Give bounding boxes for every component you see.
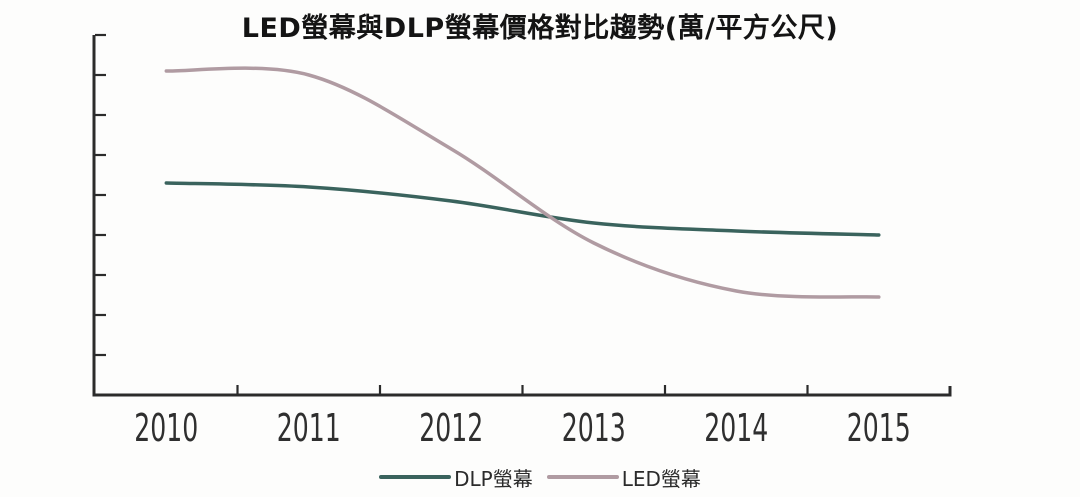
x-axis-label: 2013 — [562, 406, 626, 450]
x-axis-ticks — [236, 385, 809, 394]
legend: DLP螢幕 LED螢幕 — [0, 463, 1080, 491]
x-axis-label: 2015 — [847, 406, 911, 450]
chart-title: LED螢幕與DLP螢幕價格對比趨勢(萬/平方公尺) — [241, 13, 839, 44]
legend-line-swatch-dlp — [379, 475, 452, 479]
led-line — [164, 66, 881, 299]
x-axis-label: 2012 — [419, 406, 483, 450]
x-axis-label: 2014 — [704, 406, 768, 450]
legend-label-led: LED螢幕 — [621, 466, 701, 491]
axis-frame — [92, 35, 952, 397]
legend-item-dlp: DLP螢幕 — [379, 463, 533, 492]
y-axis-ticks — [95, 33, 106, 357]
x-axis-label: 2011 — [277, 406, 341, 450]
legend-line-swatch-led — [546, 475, 619, 479]
legend-item-led: LED螢幕 — [546, 463, 701, 492]
dlp-line — [164, 181, 881, 237]
x-axis-label: 2010 — [134, 406, 198, 450]
legend-label-dlp: DLP螢幕 — [454, 466, 533, 491]
